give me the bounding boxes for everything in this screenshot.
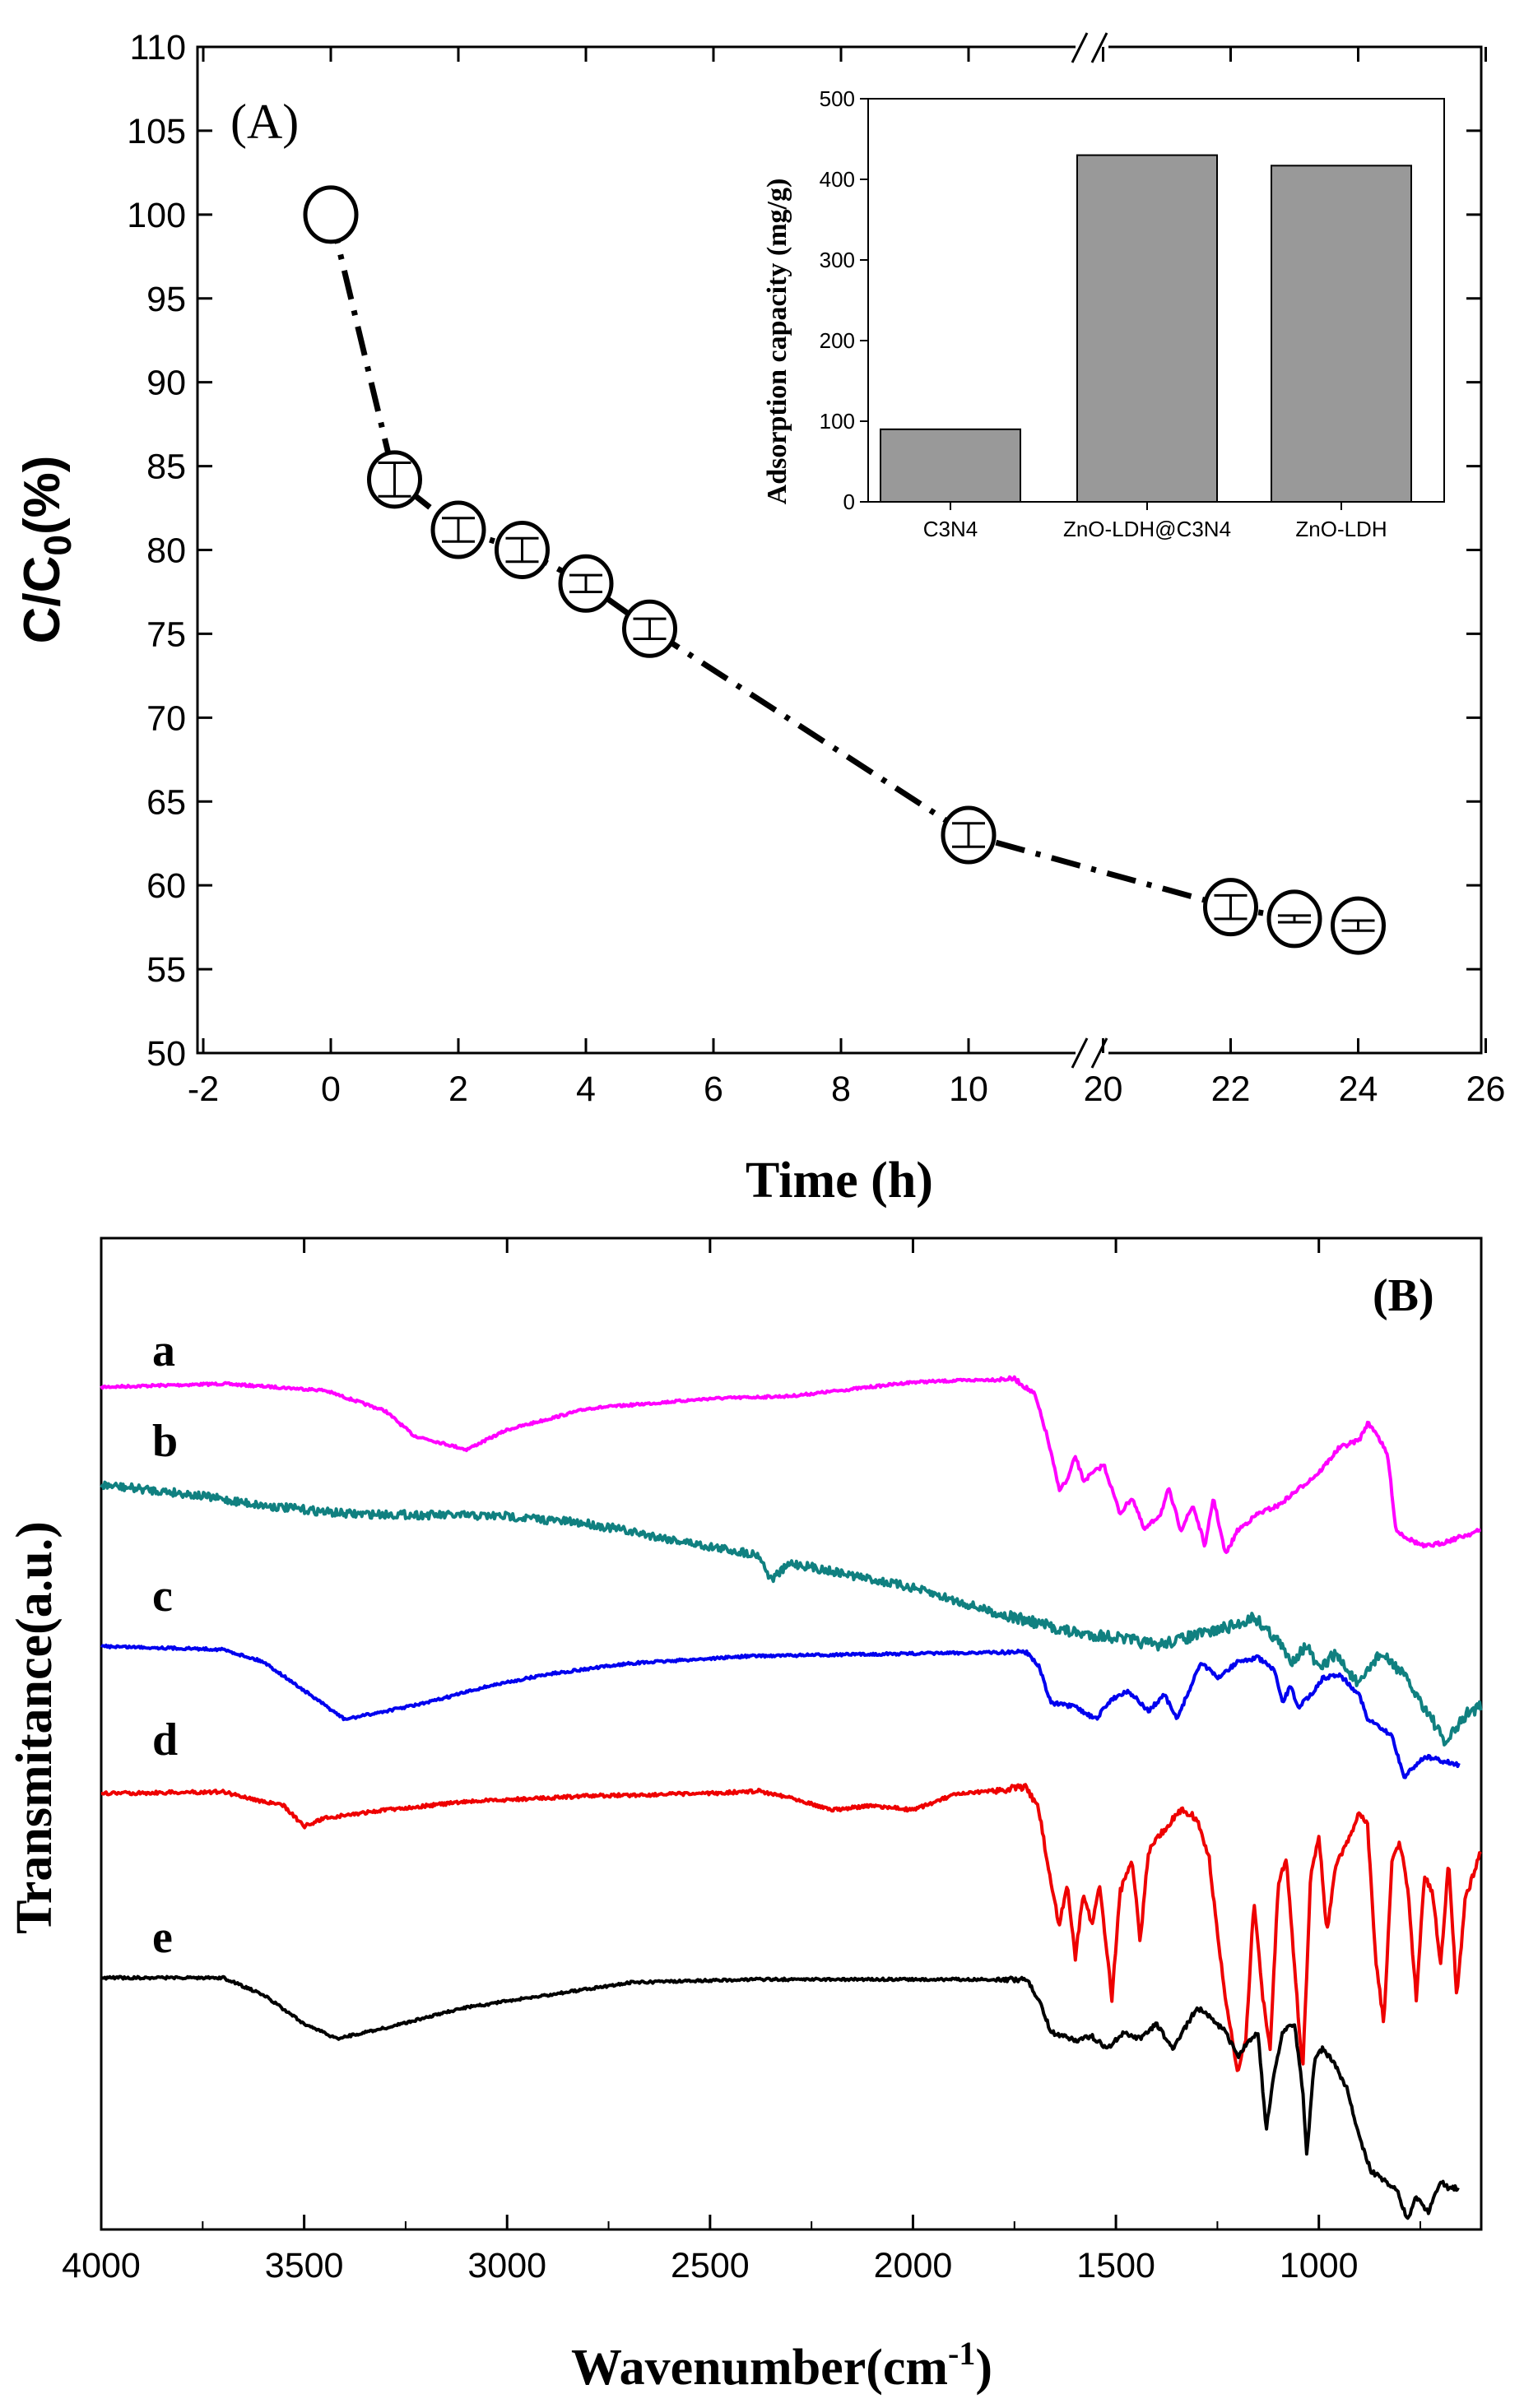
y-tick-label: 65 <box>146 782 186 822</box>
x-tick-label: 3500 <box>265 2246 344 2285</box>
y-tick-label: 85 <box>146 448 186 487</box>
x-tick-label: 2 <box>448 1069 468 1109</box>
x-tick-label: 3000 <box>467 2246 546 2285</box>
x-tick-label: 26 <box>1466 1069 1506 1109</box>
x-tick-label: 2500 <box>671 2246 750 2285</box>
data-point <box>622 599 677 658</box>
inset-x-tick-label: C3N4 <box>923 517 978 541</box>
inset-bar <box>1076 154 1218 503</box>
panel-a-label: (A) <box>230 95 299 149</box>
data-point <box>1203 878 1258 937</box>
y-tick-label: 90 <box>146 364 186 403</box>
data-point-marker <box>303 185 359 244</box>
y-tick-label: 100 <box>127 196 186 235</box>
inset-y-tick-label: 300 <box>820 248 855 272</box>
panel-b-frame <box>100 1236 1483 2231</box>
x-tick-label: -2 <box>188 1069 219 1109</box>
inset-bar <box>1271 165 1412 503</box>
y-tick-label: 50 <box>146 1034 186 1074</box>
series-label-d: d <box>152 1714 178 1765</box>
data-point <box>430 500 486 559</box>
panel-b-x-axis-label: Wavenumber(cm-1) <box>571 2335 992 2396</box>
panel-b: 4000 3500 3000 2500 2000 1500 1000 ab c d e (B) W… <box>7 1236 1483 2396</box>
panel-a-x-axis-label: Time (h) <box>746 1153 933 1209</box>
data-point <box>1266 889 1322 949</box>
inset-y-tick-label: 100 <box>820 409 855 434</box>
data-point <box>367 450 422 509</box>
spectrum-line-e <box>100 1974 1460 2220</box>
y-tick-label: 80 <box>146 531 186 571</box>
inset-bar-chart: 0 100 200 300 400 500 C3N4 ZnO-LDH@C3N4 ZnO-LDH… <box>762 86 1445 541</box>
x-tick-label: 20 <box>1084 1069 1123 1109</box>
data-point <box>558 554 614 613</box>
inset-x-tick-label: ZnO-LDH@C3N4 <box>1063 517 1231 541</box>
y-label-tail: (%) <box>14 456 71 535</box>
panel-b-label: (B) <box>1373 1270 1434 1321</box>
y-label-main: C/C <box>14 556 71 644</box>
series-label-e: e <box>152 1912 173 1963</box>
y-tick-label: 55 <box>146 950 186 990</box>
y-tick-label: 110 <box>129 28 186 67</box>
x-tick-label: 24 <box>1339 1069 1378 1109</box>
y-tick-label: 95 <box>146 280 186 319</box>
x-tick-label: 22 <box>1211 1069 1251 1109</box>
panel-a-y-axis-label: C/C0(%) <box>14 456 79 644</box>
inset-y-tick-label: 500 <box>820 86 855 111</box>
inset-y-tick-label: 0 <box>843 489 855 514</box>
data-point <box>941 805 997 865</box>
data-point <box>1331 896 1386 955</box>
spectrum-line-a <box>100 1375 1481 1554</box>
spectrum-line-c <box>100 1643 1461 1779</box>
spectrum-line-b <box>100 1480 1483 1747</box>
x-tick-label: 8 <box>831 1069 851 1109</box>
series-label-b: b <box>152 1416 178 1467</box>
x-tick-label: 1500 <box>1076 2246 1155 2285</box>
inset-bar <box>880 428 1021 503</box>
x-tick-label: 10 <box>949 1069 988 1109</box>
x-tick-label: 1000 <box>1280 2246 1359 2285</box>
data-point <box>303 185 359 244</box>
y-label-sub: 0 <box>36 535 79 556</box>
x-label-main: Wavenumber(cm <box>571 2340 948 2396</box>
series-line-c-c0 <box>328 213 1359 929</box>
inset-y-tick-label: 400 <box>820 167 855 192</box>
inset-y-axis-label: Adsorption capacity (mg/g) <box>762 179 792 505</box>
x-tick-label: 4 <box>576 1069 596 1109</box>
series-label-c: c <box>152 1571 173 1622</box>
series-label-a: a <box>152 1325 175 1376</box>
y-tick-label: 70 <box>146 698 186 738</box>
y-tick-label: 60 <box>146 866 186 906</box>
x-label-sup: -1 <box>948 2335 975 2372</box>
x-label-tail: ) <box>975 2340 992 2396</box>
panel-b-y-axis-label: Transmitance(a.u.) <box>7 1521 63 1934</box>
y-tick-label: 105 <box>127 112 186 151</box>
x-tick-label: 6 <box>704 1069 723 1109</box>
y-tick-label: 75 <box>146 615 186 654</box>
x-tick-label: 2000 <box>874 2246 953 2285</box>
x-tick-label: 4000 <box>62 2246 141 2285</box>
inset-y-tick-label: 200 <box>820 328 855 353</box>
inset-x-tick-label: ZnO-LDH <box>1295 517 1387 541</box>
x-tick-label: 0 <box>321 1069 341 1109</box>
data-point <box>495 521 550 579</box>
spectrum-line-d <box>100 1783 1482 2072</box>
